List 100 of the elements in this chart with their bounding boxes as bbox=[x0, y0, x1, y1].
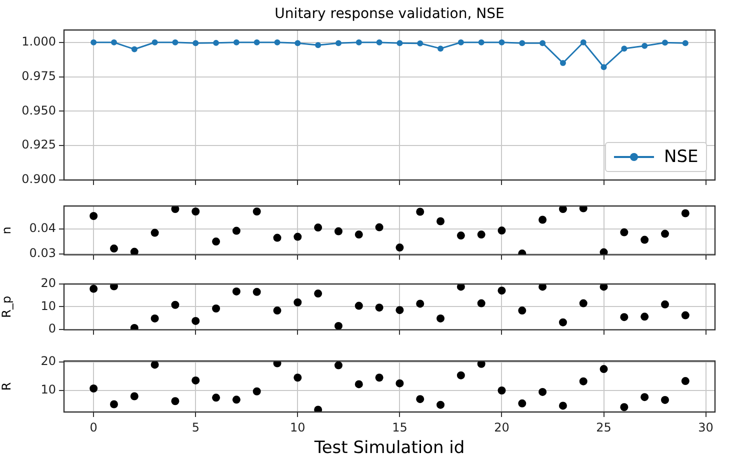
point bbox=[110, 284, 118, 290]
point bbox=[192, 316, 200, 325]
point bbox=[294, 40, 301, 46]
legend-label: NSE bbox=[664, 147, 698, 167]
y-axis-title: R bbox=[0, 382, 14, 391]
point bbox=[580, 39, 586, 46]
point bbox=[538, 216, 547, 224]
point bbox=[600, 64, 607, 70]
x-tick-label: 0 bbox=[90, 420, 98, 434]
x-tick-label: 20 bbox=[494, 420, 510, 434]
x-axis-title: Test Simulation id bbox=[313, 438, 465, 458]
point bbox=[579, 377, 588, 386]
point bbox=[171, 206, 180, 214]
y-tick-label: 20 bbox=[40, 276, 56, 290]
point bbox=[498, 386, 506, 395]
chart-title: Unitary response validation, NSE bbox=[274, 6, 504, 22]
point bbox=[354, 230, 363, 239]
point bbox=[150, 314, 159, 322]
point bbox=[642, 42, 648, 49]
point bbox=[212, 304, 220, 312]
point bbox=[579, 206, 588, 212]
point bbox=[681, 377, 690, 386]
point bbox=[579, 299, 588, 308]
x-tick-label: 25 bbox=[596, 420, 612, 434]
point bbox=[498, 286, 506, 295]
point bbox=[396, 40, 403, 46]
point bbox=[314, 406, 322, 412]
point bbox=[110, 400, 118, 408]
point bbox=[130, 324, 138, 330]
point bbox=[538, 284, 547, 291]
point bbox=[192, 208, 200, 216]
point bbox=[213, 40, 220, 46]
y-tick-label: 0.950 bbox=[22, 103, 56, 118]
point bbox=[90, 284, 98, 293]
point bbox=[334, 227, 342, 236]
x-tick-label: 15 bbox=[392, 420, 408, 434]
y-tick-label: 10 bbox=[40, 382, 56, 397]
point bbox=[171, 397, 180, 406]
point bbox=[294, 374, 302, 382]
point bbox=[396, 306, 404, 314]
point bbox=[273, 306, 282, 315]
point bbox=[172, 39, 178, 46]
point bbox=[130, 392, 138, 400]
point bbox=[335, 40, 342, 46]
point bbox=[640, 393, 649, 402]
point bbox=[662, 40, 668, 46]
y-axis-title: R_p bbox=[0, 296, 14, 318]
point bbox=[518, 399, 526, 408]
point bbox=[478, 39, 484, 46]
point bbox=[152, 39, 158, 46]
point bbox=[356, 39, 362, 46]
point bbox=[274, 39, 280, 46]
x-tick-label: 10 bbox=[290, 420, 306, 434]
point bbox=[294, 298, 302, 306]
point bbox=[375, 374, 384, 382]
point bbox=[558, 402, 567, 410]
point bbox=[130, 248, 138, 255]
x-tick-label: 5 bbox=[192, 420, 200, 434]
point bbox=[314, 224, 322, 232]
point bbox=[252, 208, 261, 216]
point bbox=[212, 394, 220, 402]
point bbox=[252, 288, 261, 296]
point bbox=[436, 217, 445, 226]
point bbox=[254, 39, 260, 46]
y-tick-label: 0.03 bbox=[29, 246, 56, 260]
y-tick-label: 0.900 bbox=[22, 172, 56, 186]
point bbox=[90, 39, 97, 46]
point bbox=[110, 244, 118, 253]
point bbox=[620, 403, 628, 412]
point bbox=[538, 388, 547, 396]
point bbox=[640, 236, 649, 244]
point bbox=[600, 365, 608, 374]
point bbox=[661, 396, 669, 404]
y-axis-title: n bbox=[0, 226, 14, 234]
point bbox=[111, 39, 117, 46]
point bbox=[417, 40, 424, 46]
point bbox=[681, 209, 690, 218]
point bbox=[212, 238, 220, 246]
point bbox=[416, 208, 424, 216]
point bbox=[396, 244, 404, 252]
point bbox=[192, 376, 200, 384]
point bbox=[519, 40, 526, 46]
point bbox=[560, 60, 566, 66]
point bbox=[354, 380, 363, 388]
point bbox=[661, 230, 669, 238]
point bbox=[661, 300, 669, 308]
point bbox=[396, 379, 404, 388]
point bbox=[621, 46, 628, 52]
point bbox=[90, 384, 98, 393]
point bbox=[150, 361, 159, 369]
point bbox=[558, 318, 567, 326]
point bbox=[232, 226, 240, 235]
point bbox=[273, 234, 282, 242]
point bbox=[233, 39, 240, 46]
point bbox=[540, 40, 546, 46]
point bbox=[375, 304, 384, 312]
point bbox=[640, 312, 649, 321]
point bbox=[456, 284, 465, 291]
point bbox=[436, 400, 445, 409]
point bbox=[192, 40, 199, 46]
